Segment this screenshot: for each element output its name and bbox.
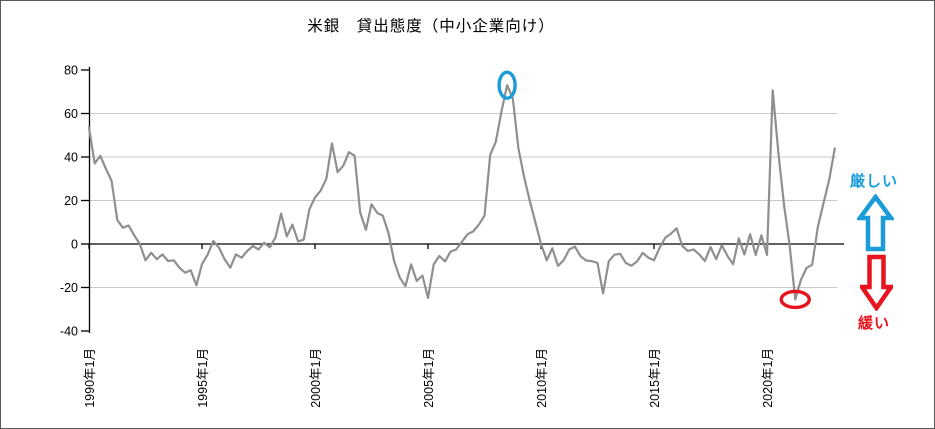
x-tick-label: 1995年1月 xyxy=(196,348,210,408)
x-tick-label: 2015年1月 xyxy=(648,348,662,408)
series-line xyxy=(87,84,836,301)
y-tick-label: 0 xyxy=(71,238,78,252)
y-tick-label: -40 xyxy=(60,325,78,339)
tightening-peak-circle xyxy=(497,70,517,100)
easy-down-arrow-icon xyxy=(860,254,893,311)
x-tick-label: 2000年1月 xyxy=(309,348,323,408)
x-tick-label: 1990年1月 xyxy=(83,348,97,408)
x-tick-label: 2010年1月 xyxy=(535,348,549,408)
y-tick-label: 20 xyxy=(64,194,78,208)
y-tick-label: -20 xyxy=(60,281,78,295)
tight-up-arrow-icon xyxy=(857,194,894,252)
easy-label: 緩い xyxy=(857,315,890,332)
tight-label: 厳しい xyxy=(849,173,898,190)
x-tick-label: 2005年1月 xyxy=(422,348,436,408)
y-tick-label: 80 xyxy=(64,64,78,78)
chart-title: 米銀 貸出態度（中小企業向け） xyxy=(307,18,555,35)
y-tick-label: 40 xyxy=(64,151,78,165)
y-tick-label: 60 xyxy=(64,107,78,121)
easing-trough-circle xyxy=(779,289,811,310)
x-tick-label: 2020年1月 xyxy=(761,348,775,408)
